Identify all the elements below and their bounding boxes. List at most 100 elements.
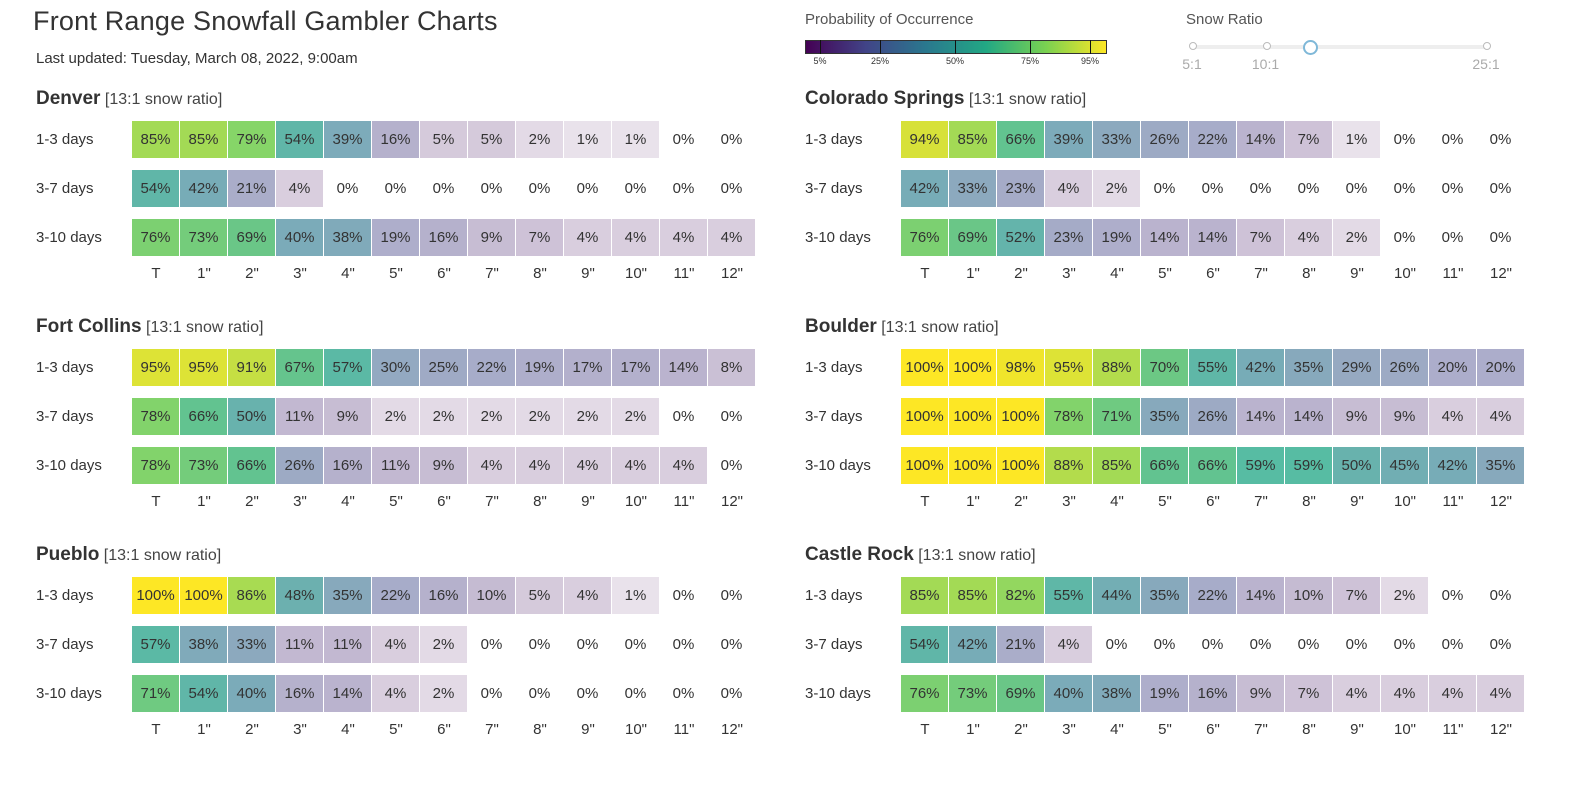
heatmap-cell: 4% bbox=[372, 675, 419, 712]
heatmap-cell: 0% bbox=[1441, 636, 1464, 653]
heatmap-cell: 11% bbox=[324, 626, 371, 663]
heatmap-cell: 4% bbox=[1285, 219, 1332, 256]
heatmap-cell: 73% bbox=[180, 219, 227, 256]
slider-thumb[interactable] bbox=[1302, 40, 1318, 55]
heatmap-panel: Boulder [13:1 snow ratio] 1-3 days 100% 100… bbox=[805, 316, 1545, 546]
heatmap-cell: 14% bbox=[1189, 219, 1236, 256]
heatmap-cell: 11% bbox=[276, 398, 323, 435]
heatmap-cell: 67% bbox=[276, 349, 323, 386]
heatmap-cell: 9% bbox=[468, 219, 515, 256]
heatmap-cell: 0% bbox=[336, 180, 359, 197]
column-label: 3" bbox=[1062, 721, 1076, 738]
heatmap-cell: 100% bbox=[997, 447, 1044, 484]
column-label: 10" bbox=[1393, 721, 1416, 738]
heatmap-cell: 23% bbox=[1045, 219, 1092, 256]
column-label: 8" bbox=[533, 721, 547, 738]
column-label: 2" bbox=[245, 265, 259, 282]
heatmap-cell: 86% bbox=[228, 577, 275, 614]
heatmap-cell: 9% bbox=[1381, 398, 1428, 435]
slider-stop[interactable] bbox=[1262, 42, 1271, 50]
heatmap-panel: Colorado Springs [13:1 snow ratio] 1-3 da… bbox=[805, 88, 1545, 318]
heatmap-cell: 20% bbox=[1429, 349, 1476, 386]
heatmap-cell: 85% bbox=[949, 577, 996, 614]
heatmap-cell: 38% bbox=[324, 219, 371, 256]
heatmap-cell: 10% bbox=[468, 577, 515, 614]
heatmap-cell: 85% bbox=[901, 577, 948, 614]
heatmap-cell: 0% bbox=[720, 180, 743, 197]
column-label: 3" bbox=[293, 721, 307, 738]
heatmap-cell: 88% bbox=[1045, 447, 1092, 484]
panel-title: Castle Rock [13:1 snow ratio] bbox=[805, 544, 1036, 566]
column-label: 4" bbox=[1110, 265, 1124, 282]
heatmap-cell: 7% bbox=[516, 219, 563, 256]
snow-ratio-slider[interactable]: Snow Ratio 5:1 10:1 25:1 bbox=[1182, 10, 1516, 80]
heatmap-cell: 0% bbox=[1489, 229, 1512, 246]
city-name: Denver bbox=[36, 88, 101, 109]
column-label: T bbox=[151, 265, 161, 282]
legend-tick bbox=[880, 40, 881, 54]
heatmap-cell: 4% bbox=[612, 219, 659, 256]
column-label: 9" bbox=[1350, 265, 1364, 282]
legend-tick bbox=[1030, 40, 1031, 54]
heatmap-cell: 16% bbox=[372, 121, 419, 158]
heatmap-cell: 26% bbox=[1381, 349, 1428, 386]
slider-stop[interactable] bbox=[1483, 42, 1491, 50]
city-name: Pueblo bbox=[36, 544, 100, 565]
heatmap-cell: 0% bbox=[1489, 131, 1512, 148]
heatmap-cell: 17% bbox=[564, 349, 611, 386]
column-label: 12" bbox=[1489, 265, 1512, 282]
slider-label: 5:1 bbox=[1182, 56, 1202, 72]
column-label: 11" bbox=[673, 493, 695, 510]
heatmap-cell: 5% bbox=[468, 121, 515, 158]
column-label: 6" bbox=[437, 721, 451, 738]
heatmap-cell: 0% bbox=[720, 685, 743, 702]
row-label: 1-3 days bbox=[36, 131, 94, 148]
column-label: 3" bbox=[1062, 265, 1076, 282]
heatmap-cell: 16% bbox=[324, 447, 371, 484]
row-label: 3-7 days bbox=[805, 180, 863, 197]
heatmap-cell: 4% bbox=[372, 626, 419, 663]
column-label: T bbox=[151, 493, 161, 510]
heatmap-cell: 4% bbox=[660, 447, 707, 484]
heatmap-cell: 79% bbox=[228, 121, 275, 158]
heatmap-cell: 21% bbox=[997, 626, 1044, 663]
heatmap-cell: 5% bbox=[516, 577, 563, 614]
heatmap-cell: 9% bbox=[420, 447, 467, 484]
heatmap-cell: 30% bbox=[372, 349, 419, 386]
snow-ratio-label: [13:1 snow ratio] bbox=[964, 91, 1087, 108]
heatmap-cell: 0% bbox=[624, 636, 647, 653]
heatmap-cell: 0% bbox=[720, 131, 743, 148]
column-label: 6" bbox=[1206, 265, 1220, 282]
heatmap-cell: 35% bbox=[1141, 398, 1188, 435]
panel-title: Fort Collins [13:1 snow ratio] bbox=[36, 316, 263, 338]
column-label: T bbox=[920, 721, 930, 738]
heatmap-cell: 66% bbox=[1189, 447, 1236, 484]
row-label: 1-3 days bbox=[36, 587, 94, 604]
column-label: 3" bbox=[1062, 493, 1076, 510]
column-label: 4" bbox=[1110, 721, 1124, 738]
column-label: 5" bbox=[1158, 493, 1172, 510]
heatmap-cell: 0% bbox=[624, 685, 647, 702]
row-label: 3-7 days bbox=[36, 180, 94, 197]
legend-tick-label: 5% bbox=[813, 56, 827, 66]
slider-track[interactable] bbox=[1192, 45, 1486, 49]
heatmap-cell: 16% bbox=[1189, 675, 1236, 712]
slider-label: 25:1 bbox=[1472, 56, 1500, 72]
heatmap-cell: 39% bbox=[324, 121, 371, 158]
column-label: 12" bbox=[1489, 721, 1512, 738]
heatmap-cell: 14% bbox=[1237, 577, 1284, 614]
column-label: 9" bbox=[1350, 493, 1364, 510]
column-label: 2" bbox=[1014, 493, 1028, 510]
heatmap-cell: 52% bbox=[997, 219, 1044, 256]
heatmap-cell: 2% bbox=[564, 398, 611, 435]
column-label: 1" bbox=[197, 493, 211, 510]
column-label: 5" bbox=[389, 265, 403, 282]
heatmap-cell: 4% bbox=[1477, 398, 1524, 435]
column-label: 5" bbox=[1158, 265, 1172, 282]
heatmap-cell: 23% bbox=[997, 170, 1044, 207]
slider-stop[interactable] bbox=[1189, 42, 1197, 50]
heatmap-cell: 26% bbox=[1141, 121, 1188, 158]
heatmap-cell: 54% bbox=[276, 121, 323, 158]
heatmap-cell: 35% bbox=[1141, 577, 1188, 614]
heatmap-cell: 35% bbox=[324, 577, 371, 614]
